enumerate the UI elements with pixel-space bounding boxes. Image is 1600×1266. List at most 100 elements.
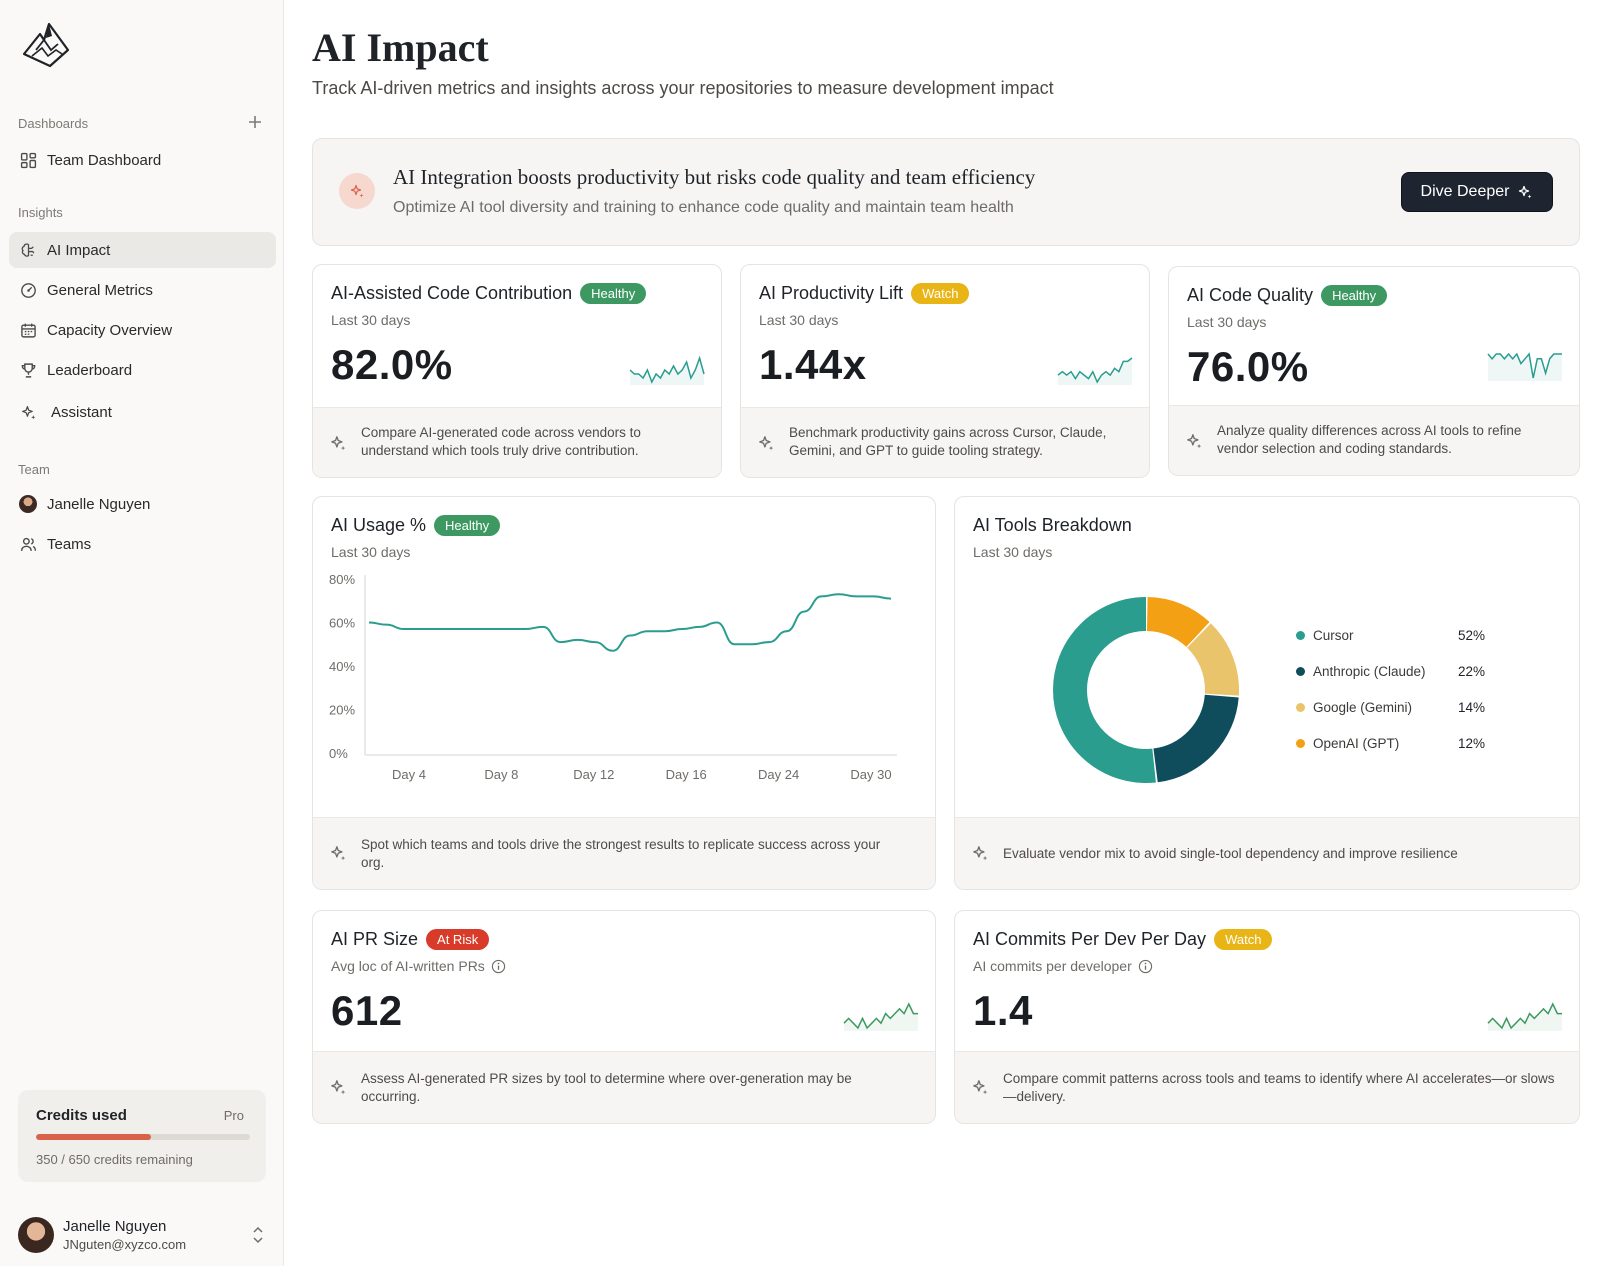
legend-item: Anthropic (Claude)	[1296, 664, 1426, 679]
card-footer: Benchmark productivity gains across Curs…	[741, 407, 1149, 477]
status-badge: Watch	[1214, 929, 1273, 950]
insights-section-label: Insights	[18, 205, 63, 220]
card-footer: Analyze quality differences across AI to…	[1169, 405, 1579, 475]
sidebar-item-ai-impact[interactable]: AI Impact	[9, 232, 276, 268]
card-title: AI Commits Per Dev Per Day	[973, 929, 1207, 949]
sparkline-chart	[1057, 357, 1133, 385]
grid-icon	[19, 151, 37, 169]
status-badge: Healthy	[1321, 285, 1388, 306]
info-icon[interactable]	[491, 959, 506, 974]
sidebar-item-label: Capacity Overview	[47, 321, 173, 339]
sidebar-item-label: Leaderboard	[47, 361, 133, 379]
legend-item: OpenAI (GPT)	[1296, 736, 1399, 751]
sparkline-line	[1487, 352, 1562, 379]
x-tick-label: Day 24	[758, 767, 799, 782]
card-ai-productivity-lift[interactable]: AI Productivity Lift Watch Last 30 days …	[740, 264, 1150, 478]
sidebar-item-assistant[interactable]: Assistant	[9, 394, 276, 430]
card-period: Last 30 days	[331, 544, 411, 560]
sparkle-icon	[971, 1078, 989, 1096]
footer-text: Compare commit patterns across tools and…	[1003, 1071, 1555, 1104]
x-tick-label: Day 30	[850, 767, 891, 782]
credits-title: Credits used	[36, 1107, 127, 1124]
sparkline-area	[1488, 354, 1562, 381]
avatar	[19, 495, 37, 513]
footer-text: Spot which teams and tools drive the str…	[361, 837, 881, 870]
card-ai-commits-per-dev[interactable]: AI Commits Per Dev Per Day Watch AI comm…	[954, 910, 1580, 1124]
footer-text: Evaluate vendor mix to avoid single-tool…	[1003, 846, 1458, 861]
y-tick-label: 20%	[329, 703, 355, 718]
sidebar-item-teams[interactable]: Teams	[9, 526, 276, 562]
banner-subtitle: Optimize AI tool diversity and training …	[393, 199, 1014, 216]
sparkline-line	[843, 1002, 918, 1030]
card-ai-code-quality[interactable]: AI Code Quality Healthy Last 30 days 76.…	[1168, 266, 1580, 476]
sparkle-icon	[1185, 432, 1203, 450]
y-tick-label: 80%	[329, 573, 355, 587]
sparkline-area	[1488, 1004, 1562, 1031]
dive-deeper-button[interactable]: Dive Deeper	[1401, 172, 1553, 212]
metric-value: 82.0%	[331, 341, 453, 388]
sidebar-item-general-metrics[interactable]: General Metrics	[9, 272, 276, 308]
card-period: Last 30 days	[1187, 314, 1267, 330]
card-ai-tools-breakdown[interactable]: AI Tools Breakdown Last 30 days Evaluate…	[954, 496, 1580, 890]
sidebar-item-team-dashboard[interactable]: Team Dashboard	[9, 142, 276, 178]
usage-series-line	[368, 593, 892, 652]
sidebar-item-label: General Metrics	[47, 281, 153, 299]
sparkle-icon	[971, 844, 989, 862]
info-icon[interactable]	[1138, 959, 1153, 974]
footer-text: Assess AI-generated PR sizes by tool to …	[361, 1071, 852, 1104]
credits-progress-bar	[36, 1134, 250, 1140]
card-ai-usage[interactable]: AI Usage % Healthy Last 30 days 80% 60% 40…	[312, 496, 936, 890]
card-ai-assisted-code-contribution[interactable]: AI-Assisted Code Contribution Healthy La…	[312, 264, 722, 478]
metric-value: 76.0%	[1187, 343, 1309, 390]
legend-item: Cursor	[1296, 628, 1354, 643]
status-badge: Healthy	[580, 283, 647, 304]
user-menu[interactable]: Janelle Nguyen JNguten@xyzco.com	[18, 1217, 268, 1255]
dive-deeper-label: Dive Deeper	[1420, 183, 1510, 200]
card-period: Last 30 days	[973, 544, 1053, 560]
insight-banner: AI Integration boosts productivity but r…	[312, 138, 1580, 246]
plus-icon	[249, 116, 261, 128]
team-section-label: Team	[18, 462, 50, 477]
legend-label: Google (Gemini)	[1313, 700, 1413, 715]
sparkline-area	[1058, 358, 1132, 385]
ai-usage-line-chart: 80% 60% 40% 20% 0% Day 4 Day 8 Day 12 Day 16 Day …	[329, 573, 897, 782]
trophy-icon	[19, 361, 37, 379]
sparkline-area	[844, 1004, 918, 1031]
sparkle-icon	[757, 434, 775, 452]
add-dashboard-button[interactable]	[246, 114, 264, 132]
page-subtitle: Track AI-driven metrics and insights acr…	[312, 78, 1054, 98]
card-title: AI-Assisted Code Contribution	[331, 283, 573, 303]
sparkline-chart	[629, 355, 705, 385]
sparkline-line	[629, 355, 705, 384]
sidebar-item-janelle-nguyen[interactable]: Janelle Nguyen	[9, 486, 276, 522]
card-subtitle: AI commits per developer	[973, 958, 1132, 974]
plan-badge: Pro	[223, 1108, 244, 1123]
legend-value: 52%	[1458, 628, 1486, 643]
donut-slice-google-gemini	[1053, 597, 1239, 783]
credits-remaining-text: 350 / 650 credits remaining	[36, 1152, 193, 1167]
card-footer: Assess AI-generated PR sizes by tool to …	[313, 1051, 935, 1123]
calendar-icon	[19, 321, 37, 339]
legend-label: Cursor	[1313, 628, 1354, 643]
ai-tools-donut-chart	[1053, 597, 1239, 783]
card-subtitle: Avg loc of AI-written PRs	[331, 958, 485, 974]
sidebar-item-label: Assistant	[51, 403, 112, 421]
footer-text: Benchmark productivity gains across Curs…	[789, 425, 1107, 458]
x-tick-label: Day 8	[484, 767, 518, 782]
sparkle-icon	[329, 1078, 347, 1096]
sidebar-item-capacity-overview[interactable]: Capacity Overview	[9, 312, 276, 348]
y-tick-label: 40%	[329, 659, 355, 674]
footer-text: Analyze quality differences across AI to…	[1217, 423, 1522, 456]
metric-value: 1.44x	[759, 341, 867, 388]
mountain-logo-icon[interactable]	[18, 20, 74, 70]
x-tick-label: Day 12	[573, 767, 614, 782]
x-tick-label: Day 4	[392, 767, 426, 782]
sidebar-item-leaderboard[interactable]: Leaderboard	[9, 352, 276, 388]
card-ai-pr-size[interactable]: AI PR Size At Risk Avg loc of AI-written…	[312, 910, 936, 1124]
legend-value: 22%	[1458, 664, 1486, 679]
banner-title: AI Integration boosts productivity but r…	[393, 165, 1036, 189]
y-tick-label: 0%	[329, 746, 348, 761]
card-title: AI Usage %	[331, 515, 427, 535]
credits-panel: Credits used Pro 350 / 650 credits remai…	[18, 1090, 266, 1182]
card-period: Last 30 days	[331, 312, 411, 328]
